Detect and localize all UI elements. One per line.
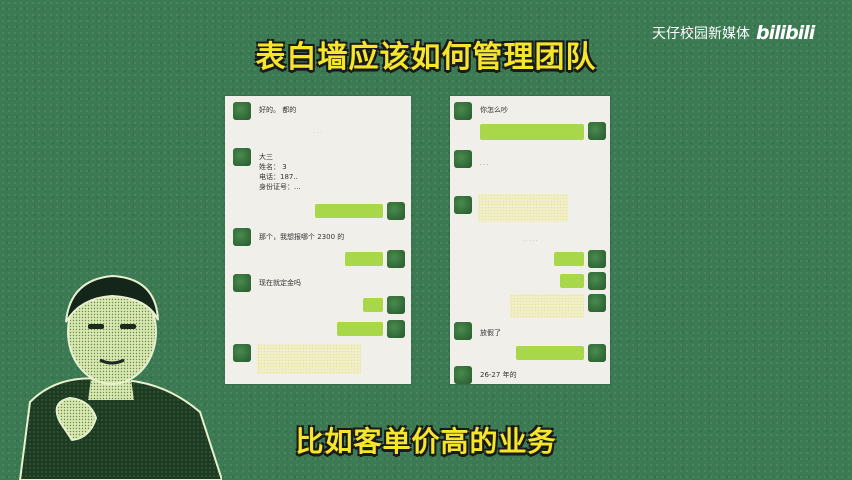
bubble-me <box>554 252 584 266</box>
avatar <box>588 122 606 140</box>
blurred-message <box>510 294 584 318</box>
avatar <box>387 202 405 220</box>
avatar <box>233 274 251 292</box>
avatar <box>588 250 606 268</box>
avatar <box>387 296 405 314</box>
bubble-me <box>363 298 383 312</box>
avatar <box>387 250 405 268</box>
chat-message: 姓名： 3 <box>259 163 287 171</box>
channel-brand: 天仔校园新媒体 bilibili <box>652 22 842 44</box>
bubble-me <box>345 252 383 266</box>
chat-message: 身份证号：... <box>259 183 301 191</box>
chat-message: · · · <box>480 162 488 168</box>
chat-message: 大三 <box>259 153 273 161</box>
avatar <box>233 344 251 362</box>
avatar <box>454 102 472 120</box>
page-title: 表白墙应该如何管理团队 <box>255 40 597 75</box>
blurred-message <box>257 344 361 374</box>
bubble-me <box>516 346 584 360</box>
avatar <box>387 320 405 338</box>
avatar <box>588 344 606 362</box>
brand-text: 天仔校园新媒体 <box>652 26 750 42</box>
bubble-me <box>315 204 383 218</box>
avatar <box>233 148 251 166</box>
avatar <box>454 366 472 384</box>
bilibili-logo: bilibili <box>756 22 815 44</box>
avatar <box>454 322 472 340</box>
presenter-illustration <box>18 274 222 480</box>
avatar <box>233 228 251 246</box>
timestamp: · · · · · <box>522 238 538 244</box>
avatar <box>588 294 606 312</box>
chat-message: 好的。 都的 <box>259 106 297 114</box>
avatar <box>454 150 472 168</box>
chat-message: 那个，我想报哪个 2300 的 <box>259 233 345 241</box>
bubble-me <box>560 274 584 288</box>
presenter-figure <box>0 262 222 480</box>
right-chat-screenshot: 你怎么吵 · · · · · · · · 放假了 26-27 年的 <box>450 96 610 384</box>
chat-message: 26-27 年的 <box>480 371 517 379</box>
blurred-message <box>478 194 568 222</box>
subtitle-caption: 比如客单价高的业务 <box>295 425 557 458</box>
chat-message: 你怎么吵 <box>480 106 508 114</box>
left-chat-screenshot: 好的。 都的 · · · 大三 姓名： 3 电话：187.. 身份证号：... … <box>225 96 411 384</box>
bubble-me <box>480 124 584 140</box>
avatar <box>588 272 606 290</box>
avatar <box>454 196 472 214</box>
chat-message: 放假了 <box>480 329 501 337</box>
chat-message: 现在就定金吗 <box>259 279 301 287</box>
avatar <box>233 102 251 120</box>
chat-message: 电话：187.. <box>259 173 298 181</box>
timestamp: · · · <box>314 130 322 136</box>
bubble-me <box>337 322 383 336</box>
